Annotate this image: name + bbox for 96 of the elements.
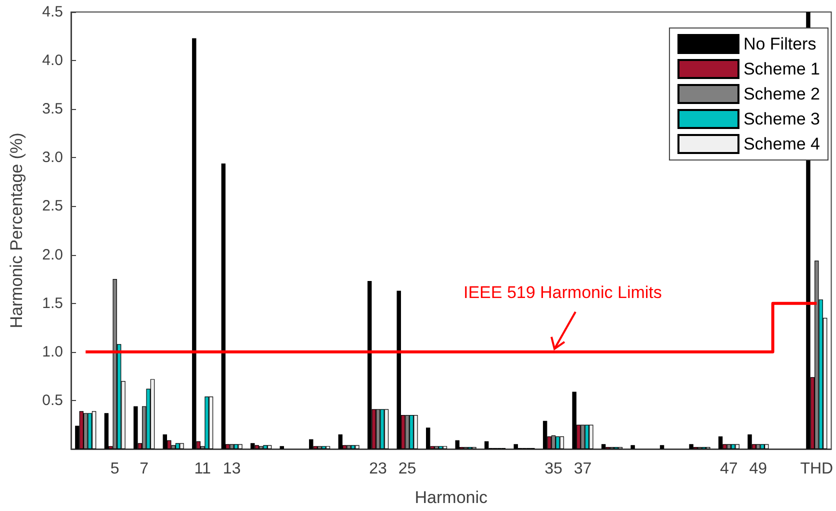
y-tick-label: 1.5	[42, 294, 63, 312]
bar	[79, 411, 84, 449]
bar	[88, 413, 92, 449]
annotation: IEEE 519 Harmonic Limits	[463, 282, 662, 302]
bar	[162, 434, 168, 449]
bar	[317, 446, 322, 449]
bar	[572, 392, 576, 449]
legend-label: Scheme 4	[743, 134, 820, 154]
x-tick-label: 35	[544, 460, 562, 478]
bar	[175, 443, 180, 449]
bar	[180, 443, 184, 449]
bar	[584, 424, 590, 449]
x-tick-label: 5	[110, 460, 120, 478]
bar	[580, 424, 585, 449]
bar	[192, 38, 196, 449]
bar	[542, 420, 548, 449]
bar	[630, 445, 635, 449]
bar	[405, 415, 410, 449]
bar	[326, 446, 330, 449]
y-axis-title: Harmonic Percentage (%)	[7, 132, 26, 328]
y-tick-label: 1.0	[42, 343, 63, 360]
legend-label: Scheme 1	[743, 60, 820, 78]
bar	[735, 444, 740, 449]
bar	[280, 446, 284, 449]
x-tick-label: 37	[574, 460, 592, 478]
bar	[322, 446, 326, 449]
bar	[150, 379, 155, 449]
bar	[426, 428, 430, 449]
bar	[368, 281, 372, 449]
bar	[514, 444, 518, 449]
bar	[442, 446, 448, 449]
bar	[263, 445, 268, 449]
legend-label: Scheme 3	[743, 110, 820, 128]
bar	[355, 445, 360, 449]
x-tick-label: 7	[140, 460, 149, 478]
bar	[689, 444, 694, 449]
bar	[234, 444, 238, 449]
bar	[756, 444, 760, 449]
bar	[384, 409, 389, 449]
y-tick-label: 4.0	[42, 52, 63, 70]
legend-label: Scheme 2	[743, 84, 820, 104]
y-tick-label: 3.5	[42, 100, 63, 118]
bar	[134, 406, 138, 449]
bar	[718, 436, 723, 449]
bar	[414, 415, 418, 449]
bar	[484, 441, 489, 449]
bar	[556, 436, 560, 449]
y-tick-label: 3.0	[42, 149, 63, 166]
bar	[350, 445, 356, 449]
y-tick-label: 2.5	[42, 198, 63, 215]
bar	[409, 415, 414, 449]
bar	[726, 444, 732, 449]
y-tick-label: 2.0	[42, 246, 63, 264]
bar	[438, 446, 443, 449]
bar	[380, 409, 384, 449]
y-tick-label: 4.5	[42, 4, 63, 20]
bar	[208, 396, 214, 449]
bar	[221, 163, 226, 449]
x-tick-label: THD	[800, 460, 834, 478]
bar	[254, 445, 259, 449]
bar	[258, 446, 264, 449]
x-tick-label: 13	[222, 460, 241, 478]
bar	[748, 434, 752, 449]
x-tick-label: 25	[398, 460, 416, 478]
bar	[92, 411, 96, 449]
bar	[204, 396, 209, 449]
bar	[267, 445, 272, 449]
x-tick-label: 49	[749, 460, 768, 478]
bar	[814, 260, 819, 449]
bar	[376, 409, 380, 449]
bar	[230, 444, 234, 449]
x-axis-title: Harmonic	[414, 488, 488, 507]
bar	[112, 279, 117, 449]
bar	[760, 444, 764, 449]
bar	[396, 290, 401, 449]
x-tick-label: 23	[369, 460, 388, 478]
bar	[601, 444, 606, 449]
bar	[589, 424, 594, 449]
bar	[309, 439, 314, 449]
bar	[238, 444, 242, 449]
legend-label: No Filters	[743, 34, 816, 54]
bar	[338, 434, 342, 449]
x-tick-label: 11	[194, 460, 211, 478]
bar	[764, 444, 769, 449]
bar	[346, 445, 351, 449]
bar	[455, 440, 460, 449]
bar	[84, 413, 88, 449]
x-tick-label: 47	[720, 460, 738, 478]
bar	[560, 436, 564, 449]
bar	[660, 445, 664, 449]
bar	[731, 444, 736, 449]
bar	[104, 413, 109, 449]
bar	[434, 446, 439, 449]
y-tick-label: 0.5	[42, 392, 63, 409]
bar	[250, 443, 255, 449]
bar	[551, 435, 556, 449]
